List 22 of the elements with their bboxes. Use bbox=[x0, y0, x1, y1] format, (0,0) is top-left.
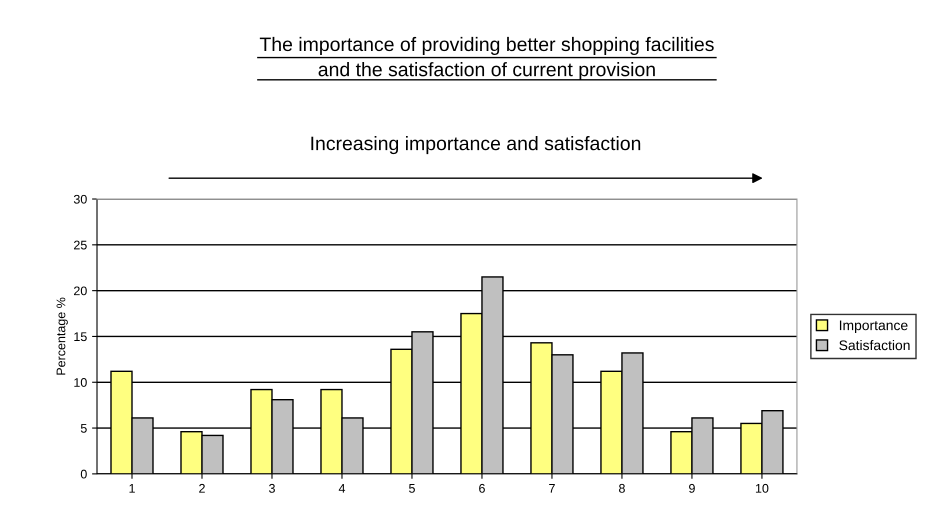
y-tick-label: 15 bbox=[74, 332, 87, 342]
y-tick-label: 30 bbox=[74, 194, 87, 204]
y-tick-label: 20 bbox=[74, 286, 87, 296]
x-tick-label: 1 bbox=[129, 484, 135, 493]
x-tick-label: 4 bbox=[338, 484, 346, 493]
y-tick-label: 10 bbox=[74, 378, 87, 387]
legend-label: Importance bbox=[840, 320, 908, 333]
x-tick-label: 7 bbox=[549, 484, 555, 493]
x-tick-label: 10 bbox=[756, 484, 768, 493]
x-tick-label: 9 bbox=[689, 484, 695, 493]
legend-label: Satisfaction bbox=[839, 340, 910, 350]
chart-subtitle: Increasing importance and satisfaction bbox=[311, 136, 640, 154]
chart-title: The importance of providing better shopping facilities and the satisfaction of current provision bbox=[260, 36, 714, 80]
x-tick-label: 8 bbox=[619, 484, 625, 493]
x-tick-label: 3 bbox=[268, 484, 275, 493]
y-tick-label: 5 bbox=[80, 424, 87, 433]
y-tick-label: 25 bbox=[74, 240, 87, 250]
y-axis-title: Percentage % bbox=[56, 298, 68, 375]
x-tick-label: 5 bbox=[409, 484, 415, 493]
y-tick-label: 0 bbox=[80, 470, 87, 479]
x-tick-label: 6 bbox=[479, 484, 485, 493]
x-tick-label: 2 bbox=[199, 484, 205, 493]
